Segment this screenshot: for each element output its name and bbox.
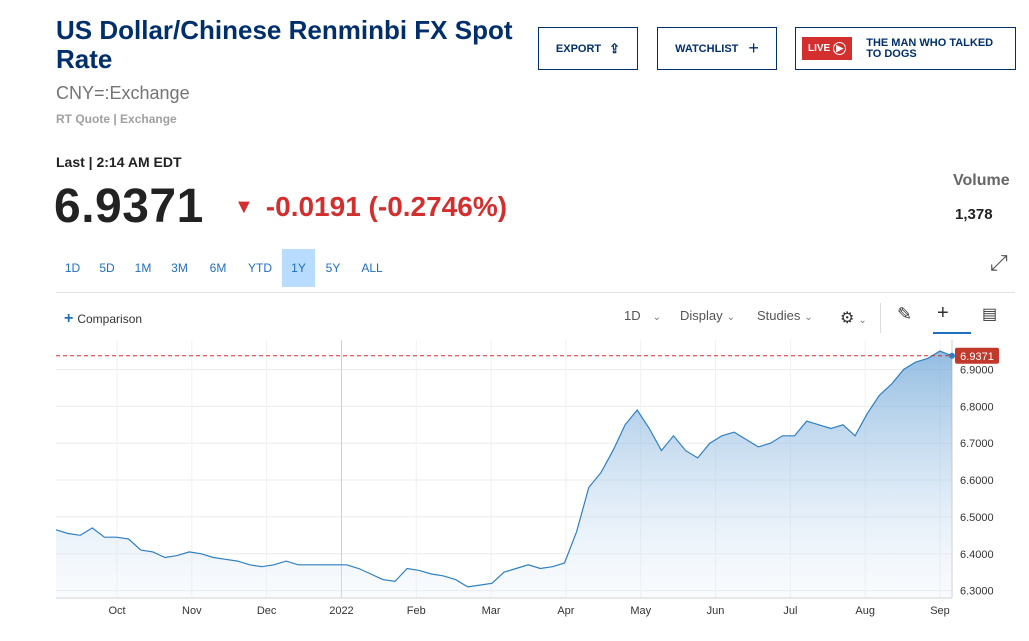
x-tick-label: May bbox=[630, 605, 651, 617]
range-6m[interactable]: 6M bbox=[209, 261, 227, 275]
chevron-down-icon: ⌄ bbox=[726, 312, 736, 323]
down-arrow-icon: ▼ bbox=[234, 195, 254, 218]
toolbar-divider bbox=[880, 303, 881, 333]
chevron-down-icon: ⌄ bbox=[804, 312, 813, 323]
x-tick-label: Jul bbox=[783, 605, 797, 617]
quote-type: RT Quote | Exchange bbox=[56, 112, 177, 126]
display-label: Display bbox=[680, 308, 723, 323]
export-label: EXPORT bbox=[555, 42, 602, 55]
live-tv-button[interactable]: LIVE ▶ THE MAN WHO TALKED TO DOGS bbox=[795, 27, 1016, 70]
export-button[interactable]: EXPORT ⇪ bbox=[538, 27, 638, 70]
expand-icon[interactable]: ⤢ bbox=[990, 250, 1008, 275]
last-price-tag bbox=[955, 347, 999, 364]
x-tick-label: Oct bbox=[108, 605, 125, 617]
crosshair-active-indicator bbox=[933, 332, 971, 334]
y-tick-label: 6.5000 bbox=[960, 512, 994, 524]
watchlist-button[interactable]: WATCHLIST + bbox=[657, 27, 777, 70]
x-tick-label: Sep bbox=[930, 605, 950, 617]
price-change: ▼ -0.0191 (-0.2746%) bbox=[234, 191, 507, 223]
comment-icon[interactable]: ▤ bbox=[982, 306, 998, 323]
volume-value: 1,378 bbox=[955, 206, 993, 223]
symbol: CNY=:Exchange bbox=[56, 83, 190, 103]
interval-label: 1D bbox=[624, 308, 641, 323]
x-tick-label: Nov bbox=[182, 605, 202, 617]
page-title: US Dollar/Chinese Renminbi FX Spot Rate bbox=[56, 15, 513, 74]
plus-icon: + bbox=[64, 310, 74, 327]
live-badge: LIVE ▶ bbox=[802, 37, 853, 60]
last-price: 6.9371 bbox=[54, 180, 204, 233]
gear-icon: ⚙ bbox=[840, 310, 855, 327]
x-tick-label: Apr bbox=[557, 605, 574, 617]
range-1y[interactable]: 1Y bbox=[282, 249, 315, 287]
x-tick-label: Jun bbox=[707, 605, 725, 617]
last-price-tag-label: 6.9371 bbox=[960, 351, 994, 363]
last-trade-time: Last | 2:14 AM EDT bbox=[56, 154, 182, 170]
live-show-title: THE MAN WHO TALKED TO DOGS bbox=[866, 36, 994, 60]
y-tick-label: 6.4000 bbox=[960, 549, 994, 561]
price-line bbox=[55, 350, 953, 588]
range-all[interactable]: ALL bbox=[361, 261, 383, 275]
watchlist-label: WATCHLIST bbox=[675, 42, 739, 55]
y-tick-label: 6.9000 bbox=[960, 364, 994, 376]
range-5d[interactable]: 5D bbox=[99, 261, 115, 275]
play-icon: ▶ bbox=[833, 42, 847, 55]
range-3m[interactable]: 3M bbox=[171, 261, 188, 275]
interval-dropdown[interactable]: 1D ⌄ bbox=[624, 308, 661, 323]
x-tick-label: 2022 bbox=[329, 605, 353, 617]
chevron-down-icon: ⌄ bbox=[652, 312, 662, 323]
live-badge-label: LIVE bbox=[808, 43, 831, 54]
x-tick-label: Mar bbox=[482, 605, 501, 617]
crosshair-icon[interactable]: + bbox=[937, 302, 949, 324]
x-tick-label: Dec bbox=[257, 605, 277, 617]
pencil-icon[interactable]: ✎ bbox=[897, 304, 913, 324]
range-selector: 1D 5D 1M 3M 6M YTD 1Y 5Y ALL bbox=[56, 249, 393, 287]
studies-dropdown[interactable]: Studies ⌄ bbox=[757, 308, 813, 323]
x-tick-label: Feb bbox=[407, 605, 426, 617]
price-area bbox=[56, 351, 952, 598]
range-5y[interactable]: 5Y bbox=[325, 261, 341, 275]
y-tick-label: 6.3000 bbox=[960, 586, 994, 598]
divider bbox=[56, 292, 1015, 293]
share-icon: ⇪ bbox=[609, 40, 621, 56]
chevron-down-icon: ⌄ bbox=[858, 315, 867, 326]
range-1d[interactable]: 1D bbox=[64, 261, 81, 275]
y-tick-label: 6.8000 bbox=[960, 401, 994, 413]
settings-dropdown[interactable]: ⚙ ⌄ bbox=[840, 308, 867, 328]
price-change-value: -0.0191 (-0.2746%) bbox=[265, 191, 508, 222]
comparison-button[interactable]: + Comparison bbox=[64, 310, 142, 328]
range-1m[interactable]: 1M bbox=[134, 261, 152, 275]
volume-label: Volume bbox=[953, 172, 1010, 189]
plus-icon: + bbox=[748, 38, 759, 58]
y-tick-label: 6.7000 bbox=[960, 438, 994, 450]
display-dropdown[interactable]: Display ⌄ bbox=[680, 308, 735, 323]
studies-label: Studies bbox=[757, 308, 801, 323]
comparison-label: Comparison bbox=[77, 312, 143, 326]
y-tick-label: 6.6000 bbox=[960, 475, 994, 487]
x-tick-label: Aug bbox=[855, 605, 875, 617]
range-ytd[interactable]: YTD bbox=[248, 261, 272, 275]
last-point bbox=[949, 352, 955, 359]
